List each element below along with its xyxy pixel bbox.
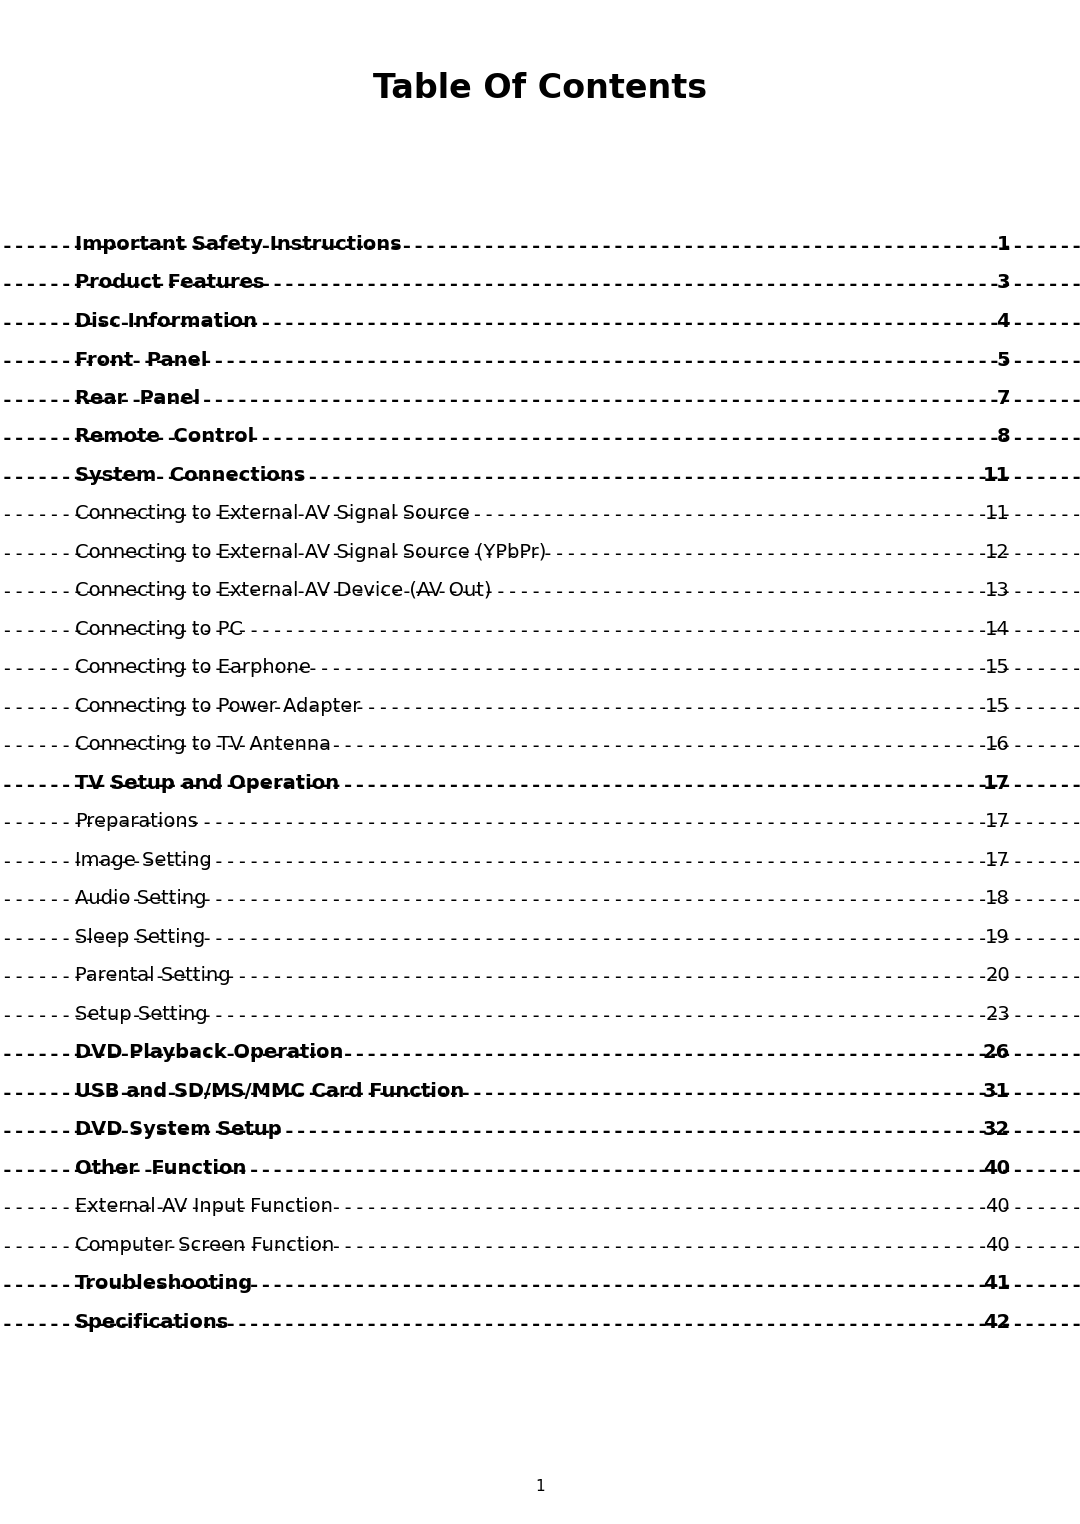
Text: 40: 40: [985, 1198, 1010, 1216]
Text: --------------------------------------------------------------------------------: ----------------------------------------…: [0, 622, 1080, 642]
Text: Other  Function: Other Function: [75, 1158, 246, 1178]
Text: Connecting to Earphone: Connecting to Earphone: [75, 658, 311, 678]
Text: --------------------------------------------------------------------------------: ----------------------------------------…: [0, 584, 1080, 602]
Text: --------------------------------------------------------------------------------: ----------------------------------------…: [0, 352, 1080, 372]
Text: 17: 17: [985, 850, 1010, 870]
Text: --------------------------------------------------------------------------------: ----------------------------------------…: [0, 700, 1080, 718]
Text: --------------------------------------------------------------------------------: ----------------------------------------…: [0, 660, 1080, 680]
Text: --------------------------------------------------------------------------------: ----------------------------------------…: [0, 430, 1080, 448]
Text: --------------------------------------------------------------------------------: ----------------------------------------…: [0, 930, 1080, 949]
Text: --------------------------------------------------------------------------------: ----------------------------------------…: [0, 276, 1080, 294]
Text: 1: 1: [997, 235, 1010, 255]
Text: Computer Screen Function: Computer Screen Function: [75, 1236, 334, 1254]
Text: 16: 16: [985, 736, 1010, 754]
Text: DVD Playback Operation: DVD Playback Operation: [75, 1044, 343, 1062]
Text: --------------------------------------------------------------------------------: ----------------------------------------…: [0, 968, 1080, 988]
Text: 23: 23: [985, 1004, 1010, 1024]
Text: 7: 7: [997, 389, 1010, 408]
Text: Audio Setting: Audio Setting: [75, 890, 206, 908]
Text: Image Setting: Image Setting: [75, 850, 212, 870]
Text: Product Features: Product Features: [75, 273, 271, 293]
Text: --------------------------------------------------------------------------------: ----------------------------------------…: [0, 1122, 1080, 1141]
Text: --------------------------------------------------------------------------------: ----------------------------------------…: [0, 1084, 1080, 1103]
Text: --------------------------------------------------------------------------------: ----------------------------------------…: [0, 1199, 1080, 1218]
Text: Connecting to External AV Device (AV Out): Connecting to External AV Device (AV Out…: [75, 582, 491, 600]
Text: --------------------------------------------------------------------------------: ----------------------------------------…: [0, 1277, 1080, 1295]
Text: 11: 11: [983, 466, 1010, 485]
Text: Table Of Contents: Table Of Contents: [373, 72, 707, 105]
Text: 17: 17: [983, 774, 1010, 792]
Text: Preparations: Preparations: [75, 812, 198, 832]
Text: --------------------------------------------------------------------------------: ----------------------------------------…: [0, 814, 1080, 834]
Text: --------------------------------------------------------------------------------: ----------------------------------------…: [0, 546, 1080, 564]
Text: External AV Input Function: External AV Input Function: [75, 1198, 333, 1216]
Text: USB and SD/MS/MMC Card Function: USB and SD/MS/MMC Card Function: [75, 1082, 464, 1100]
Text: 1: 1: [536, 1478, 544, 1494]
Text: 40: 40: [985, 1236, 1010, 1254]
Text: Sleep Setting: Sleep Setting: [75, 928, 205, 946]
Text: Connecting to External AV Signal Source: Connecting to External AV Signal Source: [75, 504, 470, 524]
Text: 18: 18: [985, 890, 1010, 908]
Text: Important Safety Instructions: Important Safety Instructions: [75, 235, 402, 255]
Text: --------------------------------------------------------------------------------: ----------------------------------------…: [0, 738, 1080, 756]
Text: 12: 12: [985, 543, 1010, 562]
Text: --------------------------------------------------------------------------------: ----------------------------------------…: [0, 1161, 1080, 1180]
Text: System  Connections: System Connections: [75, 466, 306, 485]
Text: Connecting to Power Adapter: Connecting to Power Adapter: [75, 696, 361, 716]
Text: --------------------------------------------------------------------------------: ----------------------------------------…: [0, 776, 1080, 796]
Text: Connecting to External AV Signal Source (YPbPr): Connecting to External AV Signal Source …: [75, 543, 553, 562]
Text: --------------------------------------------------------------------------------: ----------------------------------------…: [0, 392, 1080, 410]
Text: 13: 13: [985, 582, 1010, 600]
Text: 41: 41: [983, 1274, 1010, 1294]
Text: 32: 32: [983, 1120, 1010, 1140]
Text: 15: 15: [985, 658, 1010, 678]
Text: --------------------------------------------------------------------------------: ----------------------------------------…: [0, 1007, 1080, 1026]
Text: Front  Panel: Front Panel: [75, 351, 207, 369]
Text: 19: 19: [985, 928, 1010, 946]
Text: Rear  Panel: Rear Panel: [75, 389, 200, 408]
Text: 26: 26: [983, 1044, 1010, 1062]
Text: Remote  Control: Remote Control: [75, 428, 254, 447]
Text: --------------------------------------------------------------------------------: ----------------------------------------…: [0, 1045, 1080, 1064]
Text: --------------------------------------------------------------------------------: ----------------------------------------…: [0, 892, 1080, 910]
Text: 31: 31: [983, 1082, 1010, 1100]
Text: 20: 20: [985, 966, 1010, 986]
Text: 8: 8: [997, 428, 1010, 447]
Text: 14: 14: [985, 620, 1010, 639]
Text: 15: 15: [985, 696, 1010, 716]
Text: Troubleshooting: Troubleshooting: [75, 1274, 253, 1294]
Text: Connecting to TV Antenna: Connecting to TV Antenna: [75, 736, 330, 754]
Text: --------------------------------------------------------------------------------: ----------------------------------------…: [0, 468, 1080, 488]
Text: --------------------------------------------------------------------------------: ----------------------------------------…: [0, 1315, 1080, 1334]
Text: Setup Setting: Setup Setting: [75, 1004, 207, 1024]
Text: DVD System Setup: DVD System Setup: [75, 1120, 282, 1140]
Text: 11: 11: [985, 504, 1010, 524]
Text: Connecting to PC: Connecting to PC: [75, 620, 249, 639]
Text: TV Setup and Operation: TV Setup and Operation: [75, 774, 339, 792]
Text: 5: 5: [997, 351, 1010, 369]
Text: 3: 3: [997, 273, 1010, 293]
Text: Specifications: Specifications: [75, 1314, 229, 1332]
Text: 42: 42: [983, 1314, 1010, 1332]
Text: --------------------------------------------------------------------------------: ----------------------------------------…: [0, 314, 1080, 332]
Text: 40: 40: [983, 1158, 1010, 1178]
Text: --------------------------------------------------------------------------------: ----------------------------------------…: [0, 236, 1080, 256]
Text: --------------------------------------------------------------------------------: ----------------------------------------…: [0, 853, 1080, 872]
Text: 17: 17: [985, 812, 1010, 832]
Text: Disc Information: Disc Information: [75, 312, 264, 331]
Text: --------------------------------------------------------------------------------: ----------------------------------------…: [0, 506, 1080, 526]
Text: 4: 4: [997, 312, 1010, 331]
Text: --------------------------------------------------------------------------------: ----------------------------------------…: [0, 1237, 1080, 1257]
Text: Parental Setting: Parental Setting: [75, 966, 231, 986]
